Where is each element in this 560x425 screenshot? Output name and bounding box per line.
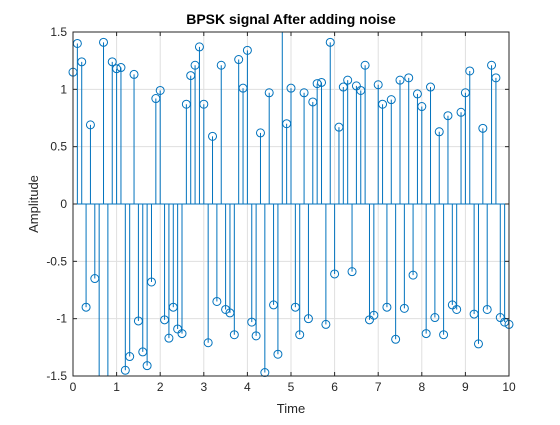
y-tick-label: 0.5 <box>50 140 67 154</box>
y-tick-label: -1.5 <box>46 369 67 383</box>
y-tick-label: 1.5 <box>50 25 67 39</box>
y-axis-label: Amplitude <box>26 175 41 233</box>
y-tick-label: 1 <box>60 82 67 96</box>
x-tick-label: 1 <box>113 380 120 394</box>
x-tick-label: 0 <box>70 380 77 394</box>
x-axis-label: Time <box>277 401 305 416</box>
x-tick-label: 6 <box>331 380 338 394</box>
x-tick-label: 3 <box>200 380 207 394</box>
y-tick-label: -0.5 <box>46 254 67 268</box>
y-tick-label: 0 <box>60 197 67 211</box>
y-tick-label: -1 <box>56 312 67 326</box>
x-tick-label: 5 <box>288 380 295 394</box>
x-tick-label: 2 <box>157 380 164 394</box>
chart-title: BPSK signal After adding noise <box>186 11 396 27</box>
x-tick-label: 9 <box>462 380 469 394</box>
x-tick-label: 7 <box>375 380 382 394</box>
x-tick-label: 4 <box>244 380 251 394</box>
x-tick-label: 8 <box>418 380 425 394</box>
x-tick-label: 10 <box>502 380 516 394</box>
